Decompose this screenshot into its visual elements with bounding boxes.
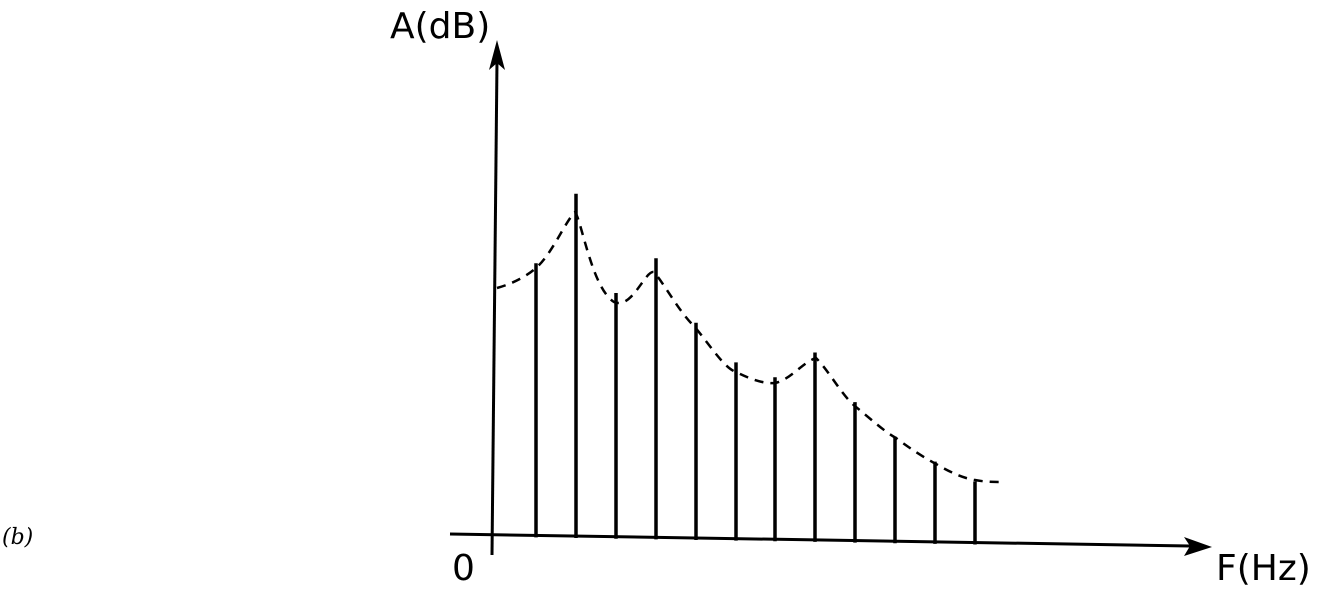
y-axis (490, 59, 499, 556)
origin-label: 0 (452, 548, 475, 589)
y-axis-label: A(dB) (390, 6, 490, 47)
x-axis-label: F(Hz) (1216, 548, 1311, 589)
y-axis-arrow-icon (489, 40, 505, 70)
harmonic-lines (534, 193, 977, 545)
x-axis-arrow-icon (1184, 537, 1212, 556)
x-axis (449, 532, 1191, 548)
figure-caption: (b) (2, 525, 33, 550)
spectral-envelope (496, 210, 1001, 484)
